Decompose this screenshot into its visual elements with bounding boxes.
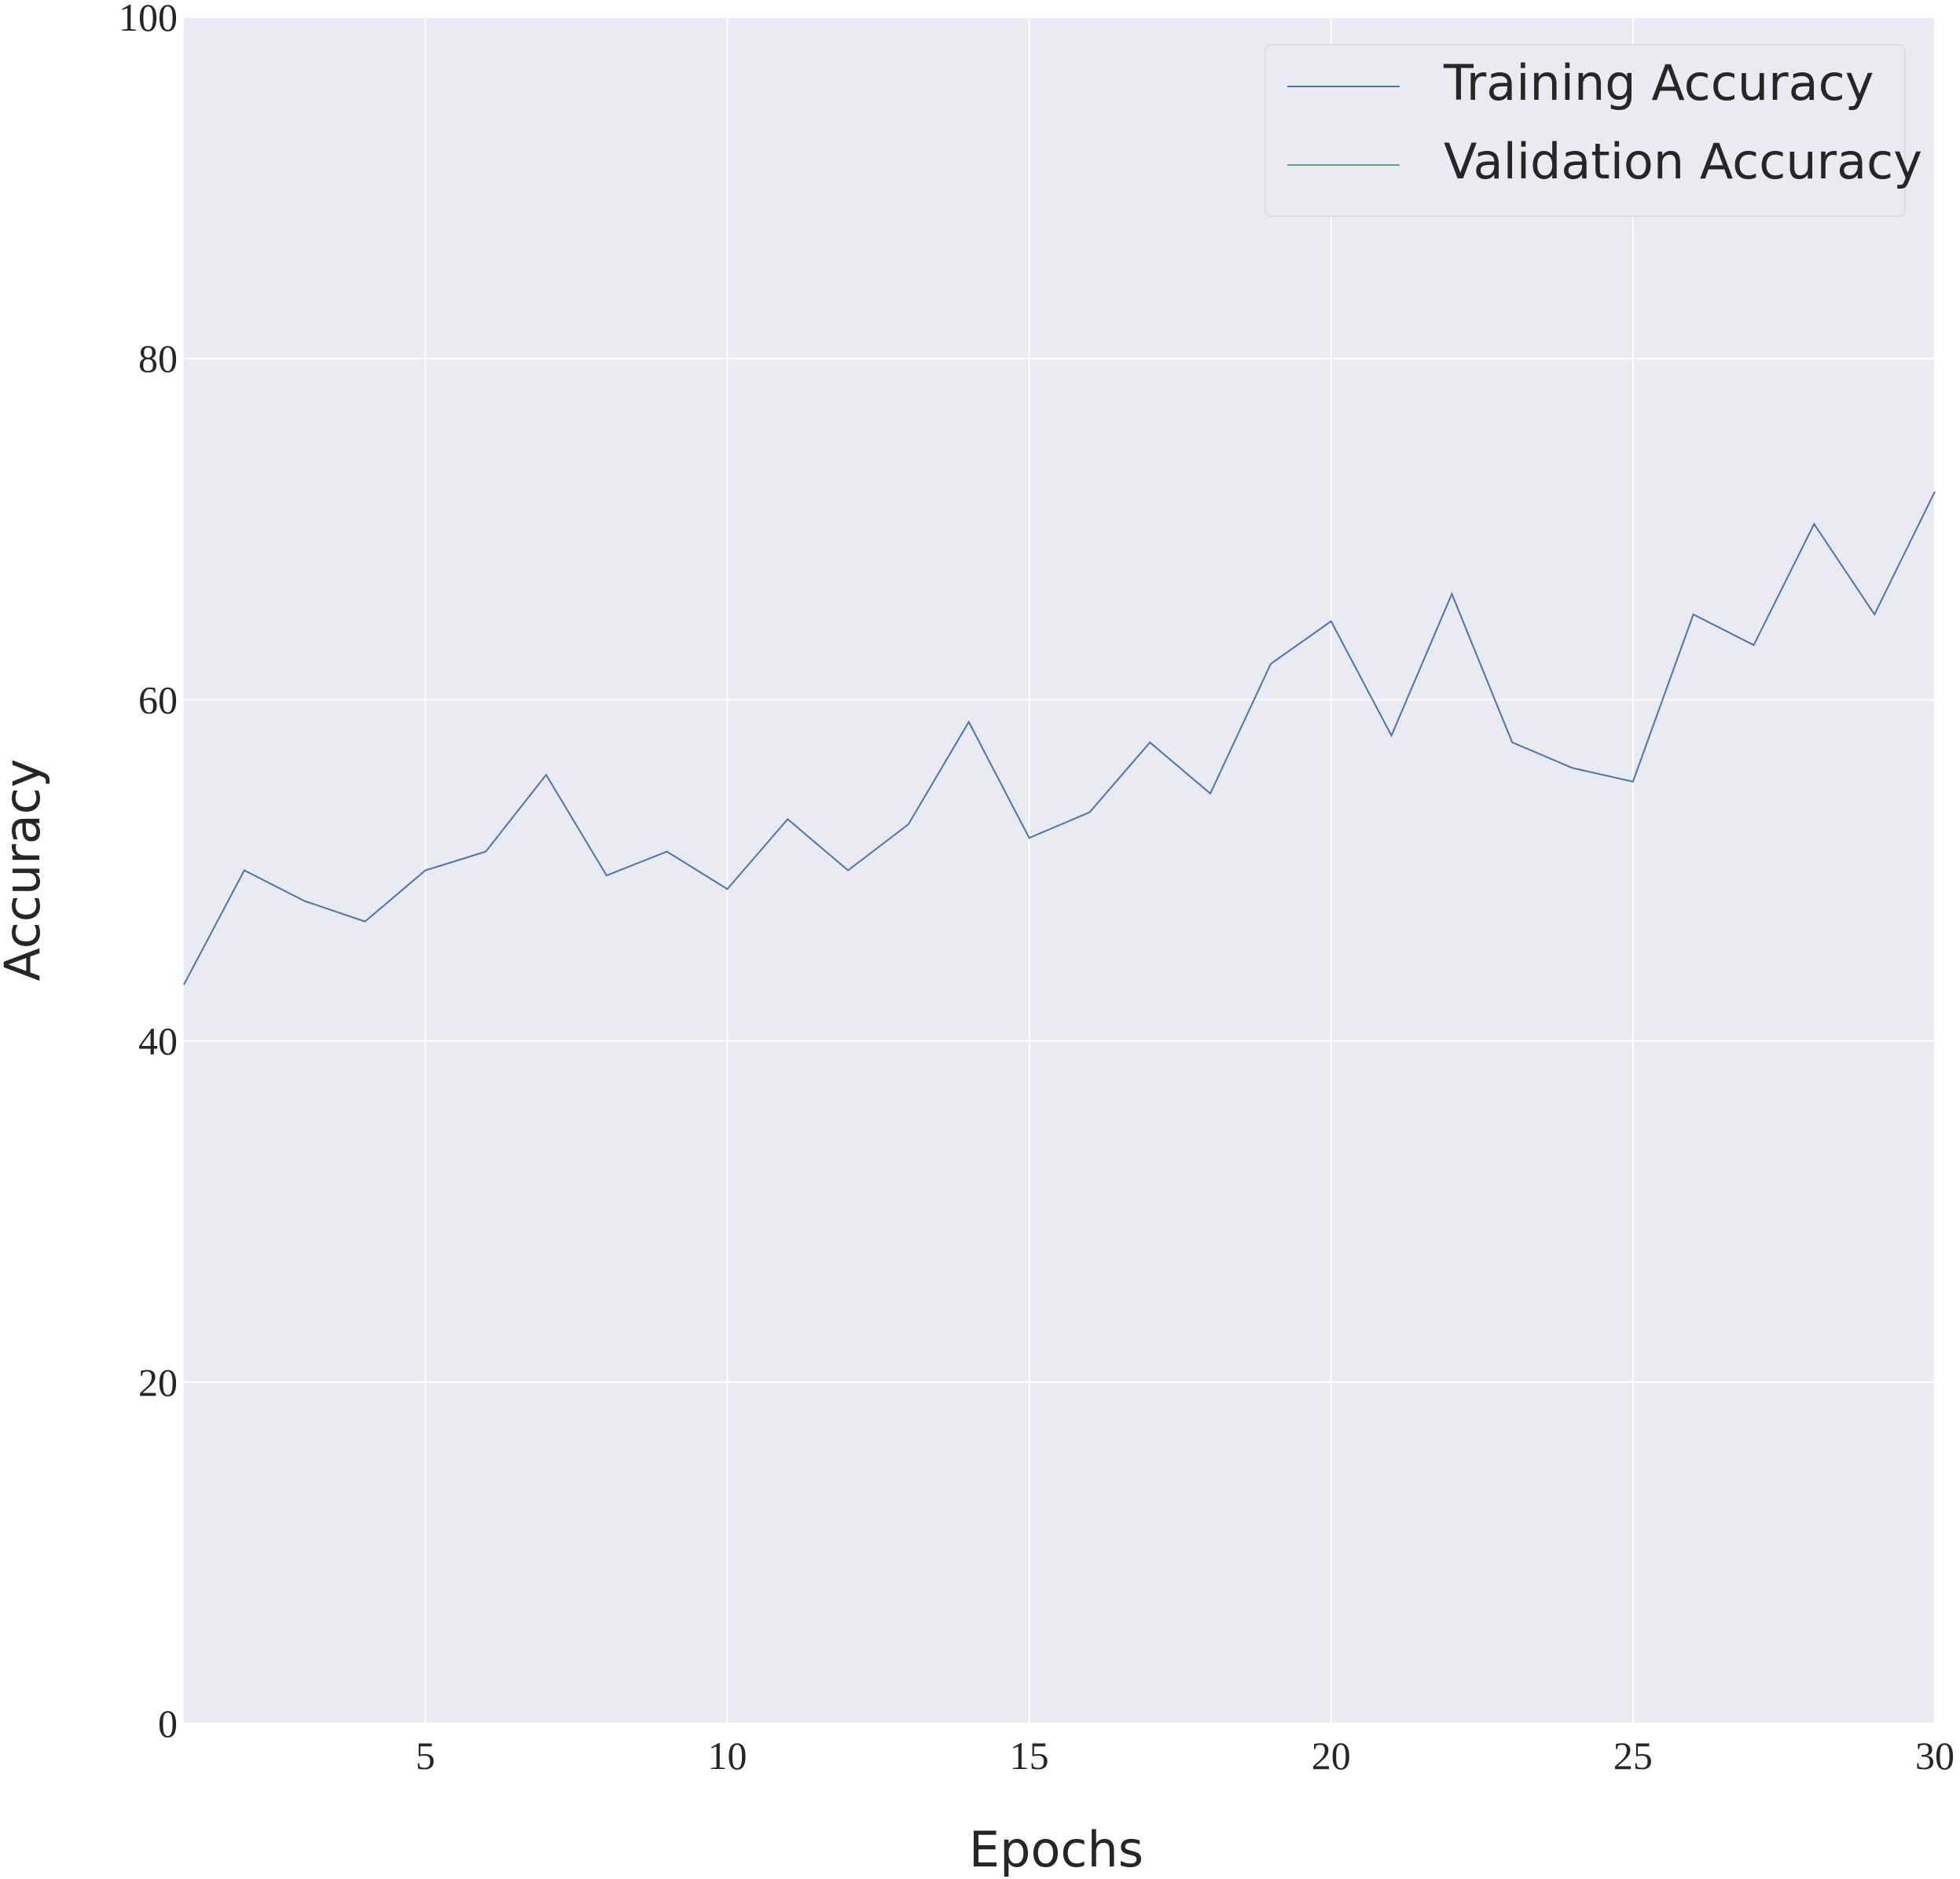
y-tick-label: 20: [138, 1360, 178, 1404]
y-tick-label: 80: [138, 336, 178, 380]
x-tick-label: 25: [1613, 1734, 1653, 1778]
y-tick-label: 0: [158, 1701, 178, 1745]
y-tick-label: 100: [119, 0, 178, 39]
y-axis-label: Accuracy: [0, 758, 51, 981]
x-tick-label: 20: [1312, 1734, 1351, 1778]
x-tick-label: 10: [707, 1734, 747, 1778]
y-tick-label: 40: [138, 1019, 178, 1063]
plot-area: [184, 17, 1935, 1723]
x-axis-label: Epochs: [969, 1821, 1143, 1878]
y-tick-label: 60: [138, 677, 178, 721]
x-tick-label: 5: [416, 1734, 435, 1778]
legend-label: Validation Accuracy: [1444, 133, 1922, 190]
legend-box: [1264, 44, 1906, 217]
x-tick-label: 30: [1915, 1734, 1954, 1778]
legend-label: Training Accuracy: [1443, 54, 1874, 112]
x-tick-label: 15: [1010, 1734, 1049, 1778]
line: [183, 491, 1936, 985]
